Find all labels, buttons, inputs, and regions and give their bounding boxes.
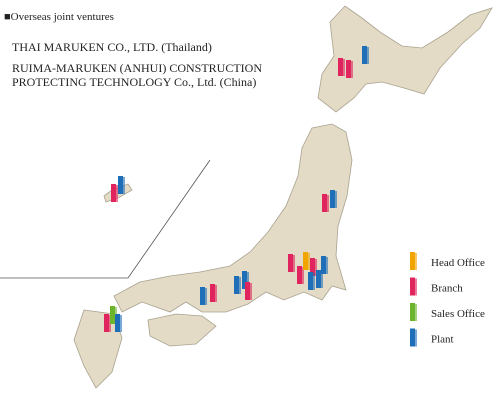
marker-side <box>320 271 323 288</box>
overseas-entry: PROTECTING TECHNOLOGY Co., Ltd. (China) <box>12 75 256 89</box>
marker-side <box>342 59 345 76</box>
marker-side <box>350 61 353 78</box>
legend-label: Head Office <box>431 257 485 269</box>
marker <box>111 184 116 202</box>
marker-side <box>292 255 295 272</box>
marker-side <box>108 315 111 332</box>
marker <box>288 254 293 272</box>
marker-side <box>414 304 417 321</box>
legend-label: Plant <box>431 334 454 346</box>
marker <box>118 176 123 194</box>
overseas-entry: RUIMA-MARUKEN (ANHUI) CONSTRUCTION <box>12 61 262 75</box>
marker <box>410 303 415 321</box>
marker <box>310 258 315 276</box>
marker-side <box>326 195 329 212</box>
marker-side <box>119 315 122 332</box>
markers <box>104 46 369 332</box>
marker <box>322 194 327 212</box>
marker-side <box>249 283 252 300</box>
marker <box>210 284 215 302</box>
marker <box>234 276 239 294</box>
marker-side <box>246 272 249 289</box>
marker <box>410 328 415 347</box>
marker <box>330 190 335 208</box>
marker <box>316 270 321 288</box>
marker <box>200 287 205 305</box>
marker <box>346 60 351 78</box>
marker <box>321 256 326 274</box>
marker-side <box>414 278 417 296</box>
marker <box>362 46 367 64</box>
shikoku <box>147 313 217 347</box>
marker-side <box>414 329 417 347</box>
marker-side <box>325 257 328 274</box>
overseas-heading: ■Overseas joint ventures <box>4 11 114 23</box>
marker <box>410 277 415 296</box>
legend-label: Branch <box>431 283 463 295</box>
marker-side <box>301 267 304 284</box>
marker <box>110 306 115 324</box>
marker <box>338 58 343 76</box>
marker-side <box>314 259 317 276</box>
marker <box>104 314 109 332</box>
overseas-entry: THAI MARUKEN CO., LTD. (Thailand) <box>12 40 212 54</box>
marker-side <box>122 177 125 194</box>
legend: Head Office Branch Sales Office Plant <box>410 252 485 347</box>
legend-label: Sales Office <box>431 308 485 320</box>
marker <box>308 272 313 290</box>
hokkaido <box>317 5 493 113</box>
marker <box>303 252 308 270</box>
marker-side <box>334 191 337 208</box>
inset-border <box>0 159 211 279</box>
marker-side <box>307 253 310 270</box>
marker <box>245 282 250 300</box>
marker-side <box>214 285 217 302</box>
marker-side <box>312 273 315 290</box>
marker-side <box>414 253 417 270</box>
marker <box>242 271 247 289</box>
marker-side <box>204 288 207 305</box>
marker <box>115 314 120 332</box>
marker-side <box>238 277 241 294</box>
marker <box>410 252 415 270</box>
marker-side <box>366 47 369 64</box>
marker <box>297 266 302 284</box>
marker-side <box>115 185 118 202</box>
